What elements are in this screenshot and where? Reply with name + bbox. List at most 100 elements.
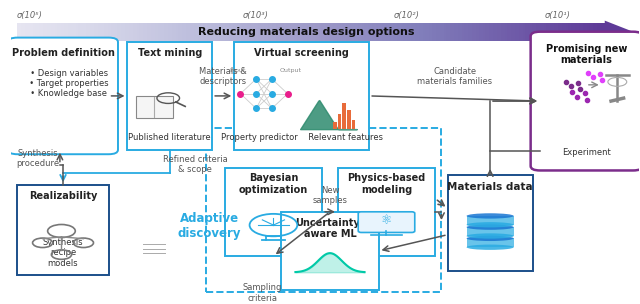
Bar: [33, 23, 36, 40]
Bar: [573, 23, 576, 40]
Bar: [542, 23, 545, 40]
Bar: [399, 23, 402, 40]
Bar: [579, 23, 582, 40]
Bar: [106, 23, 108, 40]
Bar: [597, 23, 600, 40]
Ellipse shape: [467, 222, 514, 227]
Bar: [370, 23, 372, 40]
Bar: [515, 23, 517, 40]
Bar: [205, 23, 208, 40]
Bar: [159, 23, 161, 40]
Bar: [305, 23, 308, 40]
Bar: [117, 23, 120, 40]
Bar: [467, 216, 514, 225]
Bar: [189, 23, 193, 40]
Bar: [250, 23, 253, 40]
Bar: [333, 122, 337, 129]
Bar: [259, 23, 261, 40]
Bar: [285, 23, 288, 40]
Bar: [313, 23, 316, 40]
Text: σ(10¹): σ(10¹): [545, 12, 571, 20]
Bar: [467, 238, 514, 247]
Bar: [24, 23, 26, 40]
Bar: [380, 23, 382, 40]
Bar: [96, 23, 99, 40]
Bar: [57, 23, 60, 40]
Bar: [49, 23, 51, 40]
Text: Problem definition: Problem definition: [12, 48, 115, 58]
Text: Property predictor    Relevant features: Property predictor Relevant features: [221, 133, 383, 142]
Bar: [156, 23, 159, 40]
Bar: [411, 23, 413, 40]
Bar: [129, 23, 132, 40]
Bar: [28, 23, 30, 40]
Bar: [180, 23, 182, 40]
Bar: [601, 23, 604, 40]
Bar: [562, 23, 564, 40]
Bar: [392, 23, 394, 40]
Bar: [431, 23, 433, 40]
Text: Output: Output: [280, 68, 301, 73]
Bar: [479, 23, 482, 40]
Bar: [435, 23, 437, 40]
Bar: [289, 23, 292, 40]
Text: Refined criteria
& scope: Refined criteria & scope: [163, 155, 227, 174]
Text: Uncertainty-
aware ML: Uncertainty- aware ML: [296, 218, 364, 239]
Bar: [492, 23, 494, 40]
Bar: [76, 23, 79, 40]
Bar: [207, 23, 210, 40]
Bar: [52, 23, 55, 40]
Bar: [80, 23, 83, 40]
Bar: [202, 23, 204, 40]
Bar: [337, 23, 339, 40]
Bar: [335, 23, 337, 40]
Bar: [477, 23, 480, 40]
Bar: [364, 23, 367, 40]
Text: Sampling
criteria: Sampling criteria: [243, 283, 282, 303]
Bar: [184, 23, 186, 40]
Bar: [282, 23, 284, 40]
Bar: [59, 23, 61, 40]
Bar: [45, 23, 47, 40]
Bar: [591, 23, 594, 40]
Bar: [485, 23, 488, 40]
Bar: [148, 23, 151, 40]
Bar: [420, 23, 423, 40]
Bar: [323, 23, 326, 40]
Bar: [139, 23, 141, 40]
Bar: [237, 23, 239, 40]
Bar: [61, 23, 63, 40]
Bar: [92, 23, 95, 40]
FancyBboxPatch shape: [136, 96, 173, 118]
Bar: [274, 23, 276, 40]
Bar: [311, 23, 314, 40]
Bar: [239, 23, 241, 40]
Bar: [256, 23, 259, 40]
Bar: [145, 23, 147, 40]
Bar: [272, 23, 275, 40]
Bar: [425, 23, 428, 40]
Bar: [401, 23, 404, 40]
Bar: [88, 23, 90, 40]
Text: Text mining: Text mining: [138, 48, 202, 58]
Bar: [339, 23, 341, 40]
Bar: [554, 23, 556, 40]
Bar: [219, 23, 221, 40]
Bar: [86, 23, 88, 40]
Bar: [217, 23, 220, 40]
Text: ⚛: ⚛: [381, 214, 392, 227]
Bar: [589, 23, 592, 40]
Text: Synthesis
recipe
models: Synthesis recipe models: [43, 238, 83, 268]
Bar: [572, 23, 574, 40]
Bar: [164, 23, 167, 40]
Bar: [354, 23, 356, 40]
Bar: [260, 23, 263, 40]
Bar: [360, 23, 363, 40]
Bar: [505, 23, 508, 40]
Bar: [298, 23, 300, 40]
Bar: [516, 23, 519, 40]
Bar: [470, 23, 472, 40]
Bar: [532, 23, 535, 40]
Bar: [70, 23, 73, 40]
Bar: [235, 23, 237, 40]
